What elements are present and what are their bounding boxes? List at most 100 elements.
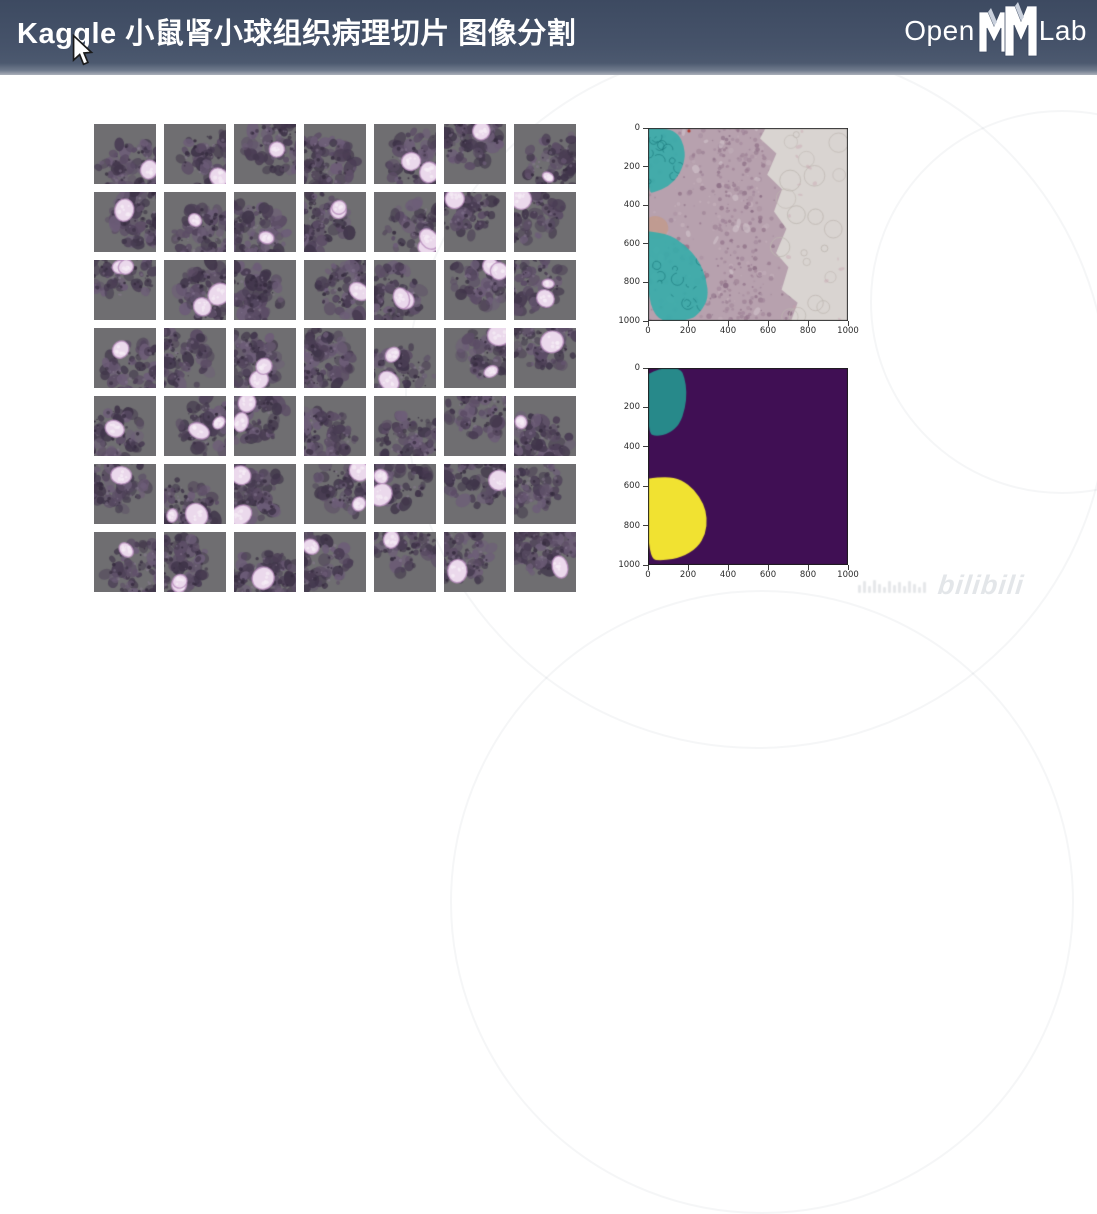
x-tick-label: 200 xyxy=(679,326,697,336)
patch-tile xyxy=(374,464,436,524)
patch-tile xyxy=(164,328,226,388)
patch-tile xyxy=(444,260,506,320)
patch-tile xyxy=(234,124,296,184)
title-bar: Kaggle 小鼠肾小球组织病理切片 图像分割 Open Lab xyxy=(0,0,1097,75)
patch-tile xyxy=(304,192,366,252)
patch-tile xyxy=(374,396,436,456)
patch-tile xyxy=(164,192,226,252)
bilibili-watermark: bilibili xyxy=(858,564,1078,606)
patch-tile xyxy=(94,124,156,184)
x-tick-mark xyxy=(687,321,689,326)
y-tick-label: 600 xyxy=(623,238,640,249)
patch-tile xyxy=(514,328,576,388)
y-tick-label: 0 xyxy=(634,122,640,133)
y-tick-mark xyxy=(643,204,648,206)
patch-tile xyxy=(94,192,156,252)
patch-tile xyxy=(374,532,436,592)
patch-tile xyxy=(234,260,296,320)
patch-tile xyxy=(234,464,296,524)
patch-tile xyxy=(234,192,296,252)
y-tick-label: 400 xyxy=(623,441,640,452)
x-tick-label: 1000 xyxy=(837,570,859,580)
patch-tile xyxy=(234,328,296,388)
y-tick-mark xyxy=(643,243,648,245)
x-tick-mark xyxy=(767,565,769,570)
bilibili-logo: bilibili xyxy=(936,569,1026,600)
y-tick-label: 1000 xyxy=(618,559,640,570)
patch-tile xyxy=(444,124,506,184)
histology-canvas xyxy=(648,128,848,321)
y-tick-label: 200 xyxy=(623,161,640,172)
y-tick-mark xyxy=(643,485,648,487)
y-tick-mark xyxy=(643,446,648,448)
y-tick-mark xyxy=(643,127,648,129)
patch-tile xyxy=(164,260,226,320)
mm-logo-icon xyxy=(978,2,1038,57)
patch-tile xyxy=(444,396,506,456)
mask-canvas xyxy=(648,368,848,565)
x-tick-label: 0 xyxy=(645,570,651,580)
x-tick-mark xyxy=(727,565,729,570)
background-arc xyxy=(450,590,1074,1214)
patch-tile xyxy=(304,260,366,320)
x-tick-label: 600 xyxy=(759,570,777,580)
x-tick-mark xyxy=(847,321,849,326)
x-tick-mark xyxy=(687,565,689,570)
patch-tile xyxy=(164,124,226,184)
logo-text-lab: Lab xyxy=(1038,15,1087,46)
patch-tile xyxy=(94,328,156,388)
patch-tile xyxy=(514,260,576,320)
mouse-cursor xyxy=(72,34,94,66)
y-tick-mark xyxy=(643,166,648,168)
y-tick-label: 200 xyxy=(623,402,640,413)
patch-tile xyxy=(164,464,226,524)
logo-text-open: Open xyxy=(904,15,975,46)
x-tick-label: 800 xyxy=(799,326,817,336)
x-tick-mark xyxy=(767,321,769,326)
y-tick-mark xyxy=(643,406,648,408)
patch-tile xyxy=(514,532,576,592)
y-tick-mark xyxy=(643,367,648,369)
patch-tile xyxy=(514,124,576,184)
patch-tile xyxy=(374,124,436,184)
y-tick-label: 400 xyxy=(623,199,640,210)
patch-tile xyxy=(234,396,296,456)
patch-tile xyxy=(444,328,506,388)
patch-tile xyxy=(164,532,226,592)
y-tick-label: 800 xyxy=(623,520,640,531)
x-tick-mark xyxy=(847,565,849,570)
x-tick-mark xyxy=(727,321,729,326)
patch-tile xyxy=(304,532,366,592)
y-tick-label: 1000 xyxy=(618,315,640,326)
patch-tile xyxy=(304,464,366,524)
patch-tile xyxy=(304,396,366,456)
y-tick-mark xyxy=(643,320,648,322)
x-tick-label: 400 xyxy=(719,570,737,580)
y-tick-label: 0 xyxy=(634,362,640,373)
patch-tile xyxy=(304,328,366,388)
patch-tile xyxy=(374,328,436,388)
x-tick-mark xyxy=(807,321,809,326)
x-tick-mark xyxy=(807,565,809,570)
patch-tile xyxy=(94,464,156,524)
x-tick-label: 1000 xyxy=(837,326,859,336)
page-title: Kaggle 小鼠肾小球组织病理切片 图像分割 xyxy=(17,18,577,50)
patch-tile xyxy=(444,464,506,524)
x-tick-label: 400 xyxy=(719,326,737,336)
patch-tile xyxy=(374,260,436,320)
patch-tile xyxy=(94,260,156,320)
x-tick-label: 0 xyxy=(645,326,651,336)
x-tick-label: 800 xyxy=(799,570,817,580)
patch-tile xyxy=(514,464,576,524)
patch-tile xyxy=(94,396,156,456)
patch-tile xyxy=(514,192,576,252)
x-tick-mark xyxy=(647,565,649,570)
y-tick-label: 600 xyxy=(623,480,640,491)
patch-tile xyxy=(444,192,506,252)
y-tick-label: 800 xyxy=(623,277,640,288)
y-tick-mark xyxy=(643,564,648,566)
patch-tile xyxy=(444,532,506,592)
openmmlab-logo: Open Lab xyxy=(904,2,1087,60)
patch-tile xyxy=(374,192,436,252)
